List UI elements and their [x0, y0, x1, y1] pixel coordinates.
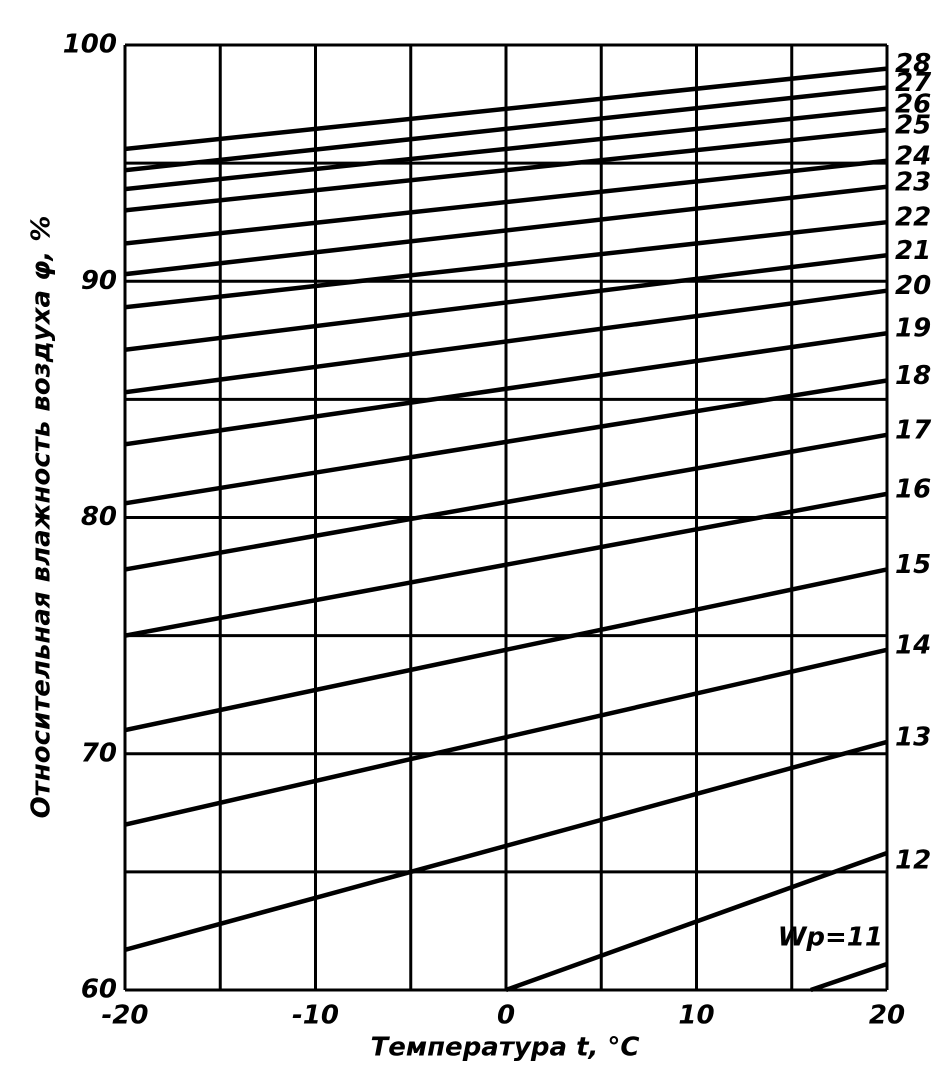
series-line: [124, 85, 888, 173]
x-tick-label: -10: [292, 1001, 339, 1031]
y-tick-label: 80: [81, 502, 117, 532]
series-label: 25: [895, 111, 931, 141]
y-axis-label: Относительная влажность воздуха φ, %: [27, 216, 57, 819]
series-label: 28: [895, 49, 931, 79]
y-tick-label: 100: [63, 30, 117, 60]
series-label: 20: [895, 271, 931, 301]
series-line: [505, 850, 888, 993]
series-label: 24: [895, 141, 931, 171]
series-label: 13: [895, 722, 931, 752]
y-tick-label: 90: [81, 266, 117, 296]
series-line: [124, 378, 888, 506]
series-label: 15: [895, 550, 931, 580]
x-tick-label: 10: [678, 1001, 714, 1031]
series-label: 19: [895, 314, 931, 344]
series-label: 18: [895, 361, 931, 391]
series-line: [124, 219, 888, 310]
series-label: 26: [895, 89, 931, 119]
series-label: 14: [895, 630, 931, 660]
x-tick-label: 0: [497, 1001, 515, 1031]
y-tick-label: 60: [81, 975, 117, 1005]
series-line: [124, 127, 888, 213]
x-tick-label: -20: [102, 1001, 149, 1031]
series-line: [124, 184, 888, 277]
y-tick-label: 70: [81, 738, 117, 768]
series-label: 21: [895, 236, 931, 266]
series-line: [124, 491, 888, 638]
series-label: 17: [895, 415, 932, 445]
series-label: 27: [895, 68, 932, 98]
x-axis-label: Температура t, °C: [370, 1033, 639, 1063]
series-line: [124, 432, 888, 572]
series-line: [124, 567, 888, 733]
series-label: 12: [895, 845, 931, 875]
series-label: 23: [895, 167, 931, 197]
series-line: [124, 330, 888, 447]
series-line: [124, 647, 888, 827]
x-tick-label: 20: [869, 1001, 905, 1031]
series-line: [124, 253, 888, 352]
series-label: 16: [895, 474, 931, 504]
series-line: [124, 106, 888, 192]
series-label: Wp=11: [778, 923, 883, 953]
series-line: [124, 739, 888, 953]
series-line: [124, 158, 888, 246]
series-line: [124, 288, 888, 395]
series-line: [810, 961, 888, 993]
series-label: 22: [895, 203, 931, 233]
series-line: [124, 66, 888, 152]
